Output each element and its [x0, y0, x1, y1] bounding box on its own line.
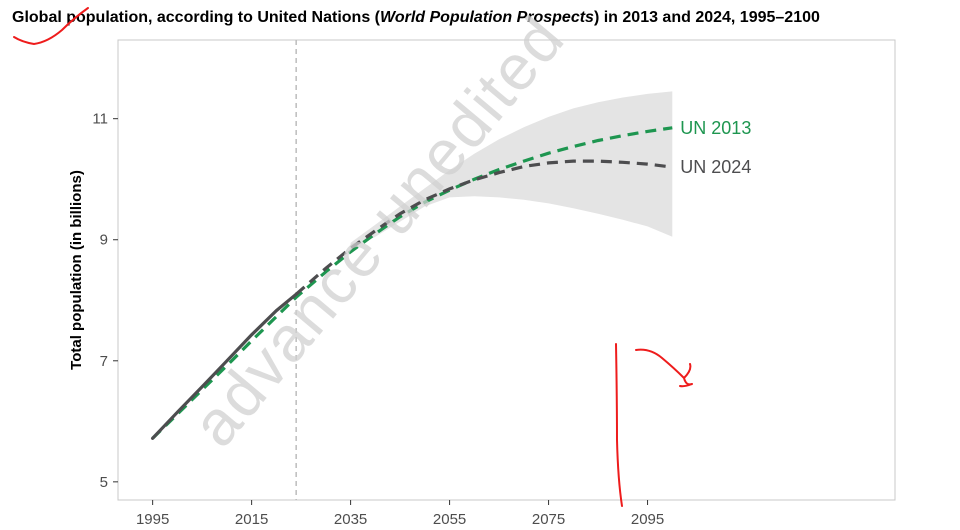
plot-panel [117, 39, 896, 501]
y-tick-label: 7 [100, 353, 108, 370]
handwritten-annotations [13, 7, 693, 507]
x-tick-label: 2095 [631, 511, 664, 528]
series-label-un-2024: UN 2024 [680, 157, 751, 177]
chart-title-main: Global population, according to United N… [12, 9, 381, 26]
y-tick-label: 5 [100, 474, 108, 491]
y-axis-title: Total population (in billions) [68, 170, 85, 370]
y-tick-label: 9 [100, 232, 108, 249]
uncertainty-band [350, 91, 673, 249]
annotation-check-mark [13, 7, 89, 45]
series-line-un-2024-projected [295, 159, 673, 296]
annotation-vertical-stroke [615, 343, 623, 507]
x-tick-label: 1995 [136, 511, 169, 528]
annotation-hook-stroke [635, 348, 693, 388]
series-line-un-2013 [151, 126, 673, 440]
x-tick-label: 2035 [334, 511, 367, 528]
series-label-layer: UN 2013 UN 2024 [680, 118, 751, 177]
y-tick-label: 11 [92, 111, 108, 128]
chart-title-end: ) in 2013 and 2024, 1995–2100 [594, 9, 820, 26]
y-axis: 5 7 9 11 [92, 111, 118, 491]
chart-title-italic: World Population Prospects [380, 9, 594, 26]
series-layer [151, 126, 673, 440]
watermark: advance unedited [178, 2, 579, 460]
chart-title: Global population, according to United N… [12, 9, 820, 26]
x-tick-label: 2015 [235, 511, 268, 528]
uncertainty-band-layer [350, 91, 673, 249]
series-label-un-2013: UN 2013 [680, 118, 751, 138]
x-tick-label: 2055 [433, 511, 466, 528]
series-line-un-2024-observed [151, 292, 298, 440]
x-tick-label: 2075 [532, 511, 565, 528]
x-axis: 1995 2015 2035 2055 2075 2095 [136, 500, 664, 528]
